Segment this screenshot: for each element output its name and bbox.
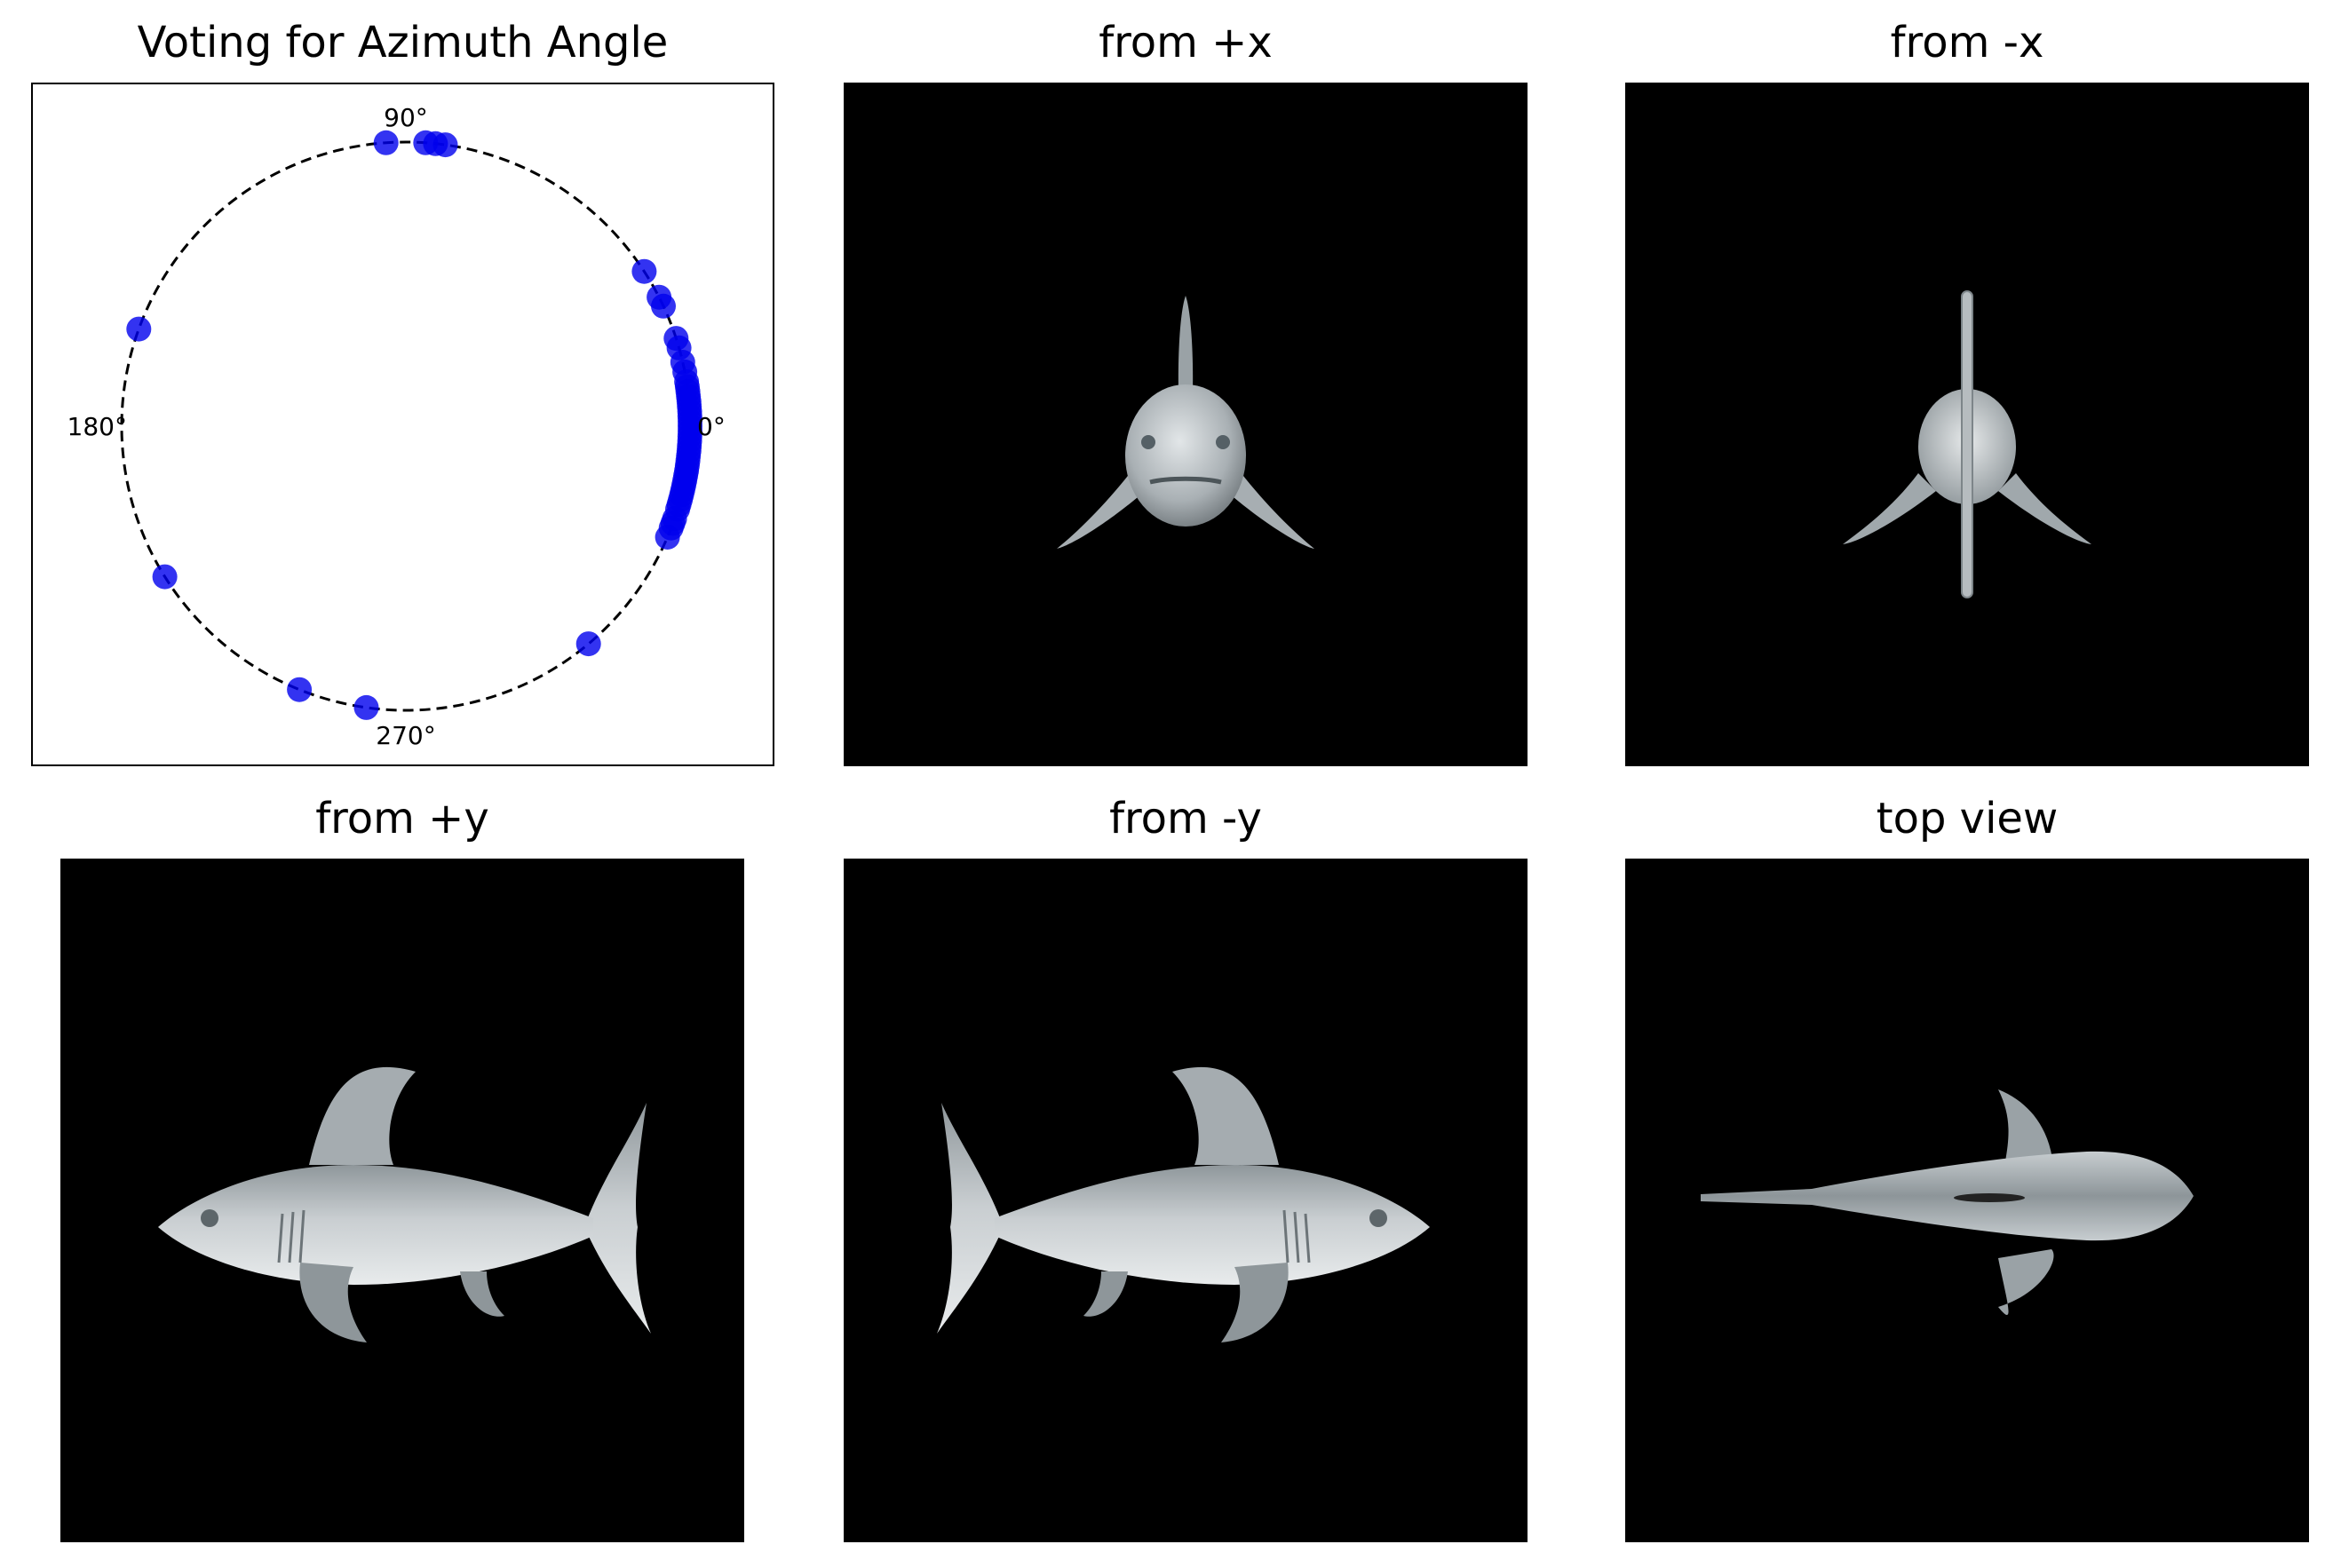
panel-title-minus-y: from -y	[1109, 794, 1262, 843]
vote-point	[152, 564, 178, 590]
panel-title-minus-x: from -x	[1890, 18, 2044, 67]
vote-point	[631, 258, 657, 284]
vote-point	[575, 631, 601, 657]
render-panel-top-view	[1625, 859, 2309, 1542]
vote-point	[126, 316, 152, 342]
angle-tick-label: 270°	[376, 721, 435, 750]
polar-chart-axes: 0° 90° 180° 270°	[31, 83, 774, 766]
angle-tick-label: 0°	[697, 412, 726, 441]
vote-point	[651, 293, 676, 319]
shark-side-view-left-image	[158, 1066, 651, 1342]
vote-point	[353, 694, 379, 720]
shark-side-view-right-image	[937, 1066, 1430, 1342]
vote-point	[287, 677, 313, 702]
render-panel-minus-x	[1625, 83, 2309, 766]
polar-unit-circle	[120, 140, 692, 712]
vote-point	[432, 132, 458, 158]
angle-tick-label: 90°	[384, 103, 428, 132]
polar-chart: 0° 90° 180° 270°	[67, 103, 726, 750]
vote-point	[373, 130, 399, 155]
render-panel-minus-y	[844, 859, 1528, 1542]
shark-top-view-image	[1701, 1089, 2194, 1315]
panel-title-top-view: top view	[1876, 794, 2059, 843]
shark-back-view-image	[1843, 290, 2091, 598]
chart-title: Voting for Azimuth Angle	[137, 18, 669, 67]
panel-title-plus-x: from +x	[1099, 18, 1273, 67]
render-panel-plus-y	[60, 859, 744, 1542]
panel-title-plus-y: from +y	[315, 794, 489, 843]
render-panel-plus-x	[844, 83, 1528, 766]
vote-point	[655, 525, 680, 550]
shark-front-view-image	[1057, 296, 1314, 549]
angle-tick-label: 180°	[67, 412, 127, 441]
